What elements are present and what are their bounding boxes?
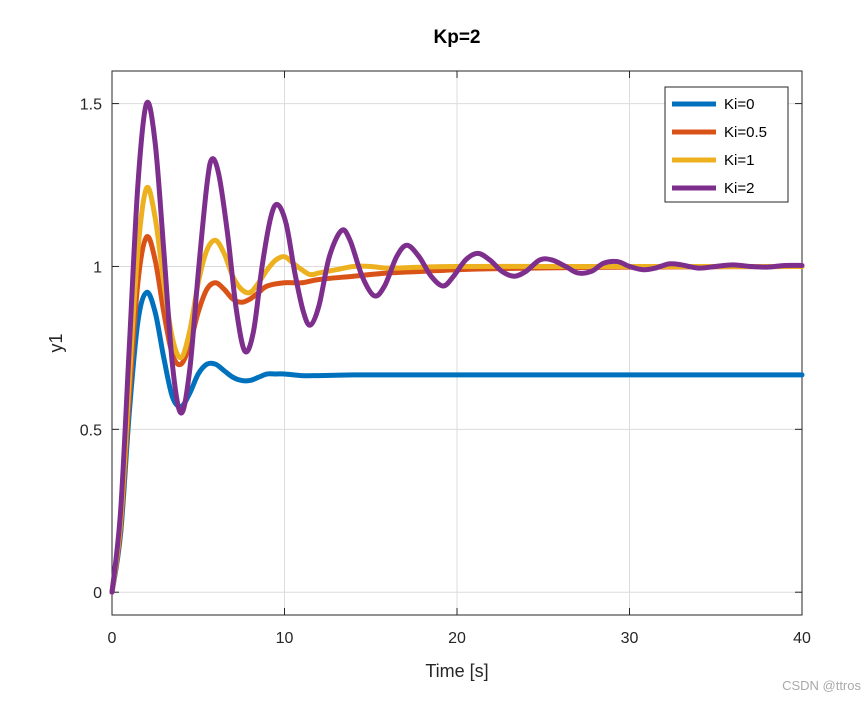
legend-label: Ki=1	[724, 152, 754, 169]
series-line-1	[109, 289, 805, 595]
x-tick-label: 40	[793, 630, 811, 647]
y-tick-label: 1.5	[80, 97, 102, 114]
y-tick-label: 1	[93, 259, 102, 276]
y-axis-label: y1	[46, 333, 66, 352]
watermark: CSDN @ttros	[782, 678, 861, 693]
chart-title: Kp=2	[434, 27, 481, 48]
x-axis-label: Time [s]	[425, 661, 488, 681]
y-tick-label: 0.5	[80, 422, 102, 439]
x-tick-label: 10	[276, 630, 294, 647]
series-line-4	[109, 99, 805, 595]
series-lines	[109, 99, 805, 595]
x-tick-label: 0	[108, 630, 117, 647]
x-tick-label: 20	[448, 630, 466, 647]
y-tick-label: 0	[93, 585, 102, 602]
legend-label: Ki=0.5	[724, 124, 767, 141]
legend-label: Ki=0	[724, 96, 754, 113]
legend-label: Ki=2	[724, 180, 754, 197]
legend: Ki=0 Ki=0.5 Ki=1 Ki=2	[664, 86, 789, 203]
x-tick-label: 30	[621, 630, 639, 647]
axis-ticks: 0 10 20 30 40 0 0.5 1 1.5	[80, 71, 811, 647]
